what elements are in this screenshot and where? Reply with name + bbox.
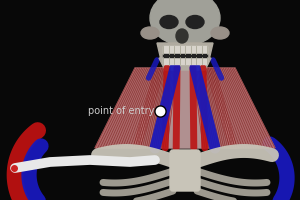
Bar (163, 54, 207, 57)
Ellipse shape (176, 29, 188, 43)
Text: point of entry: point of entry (88, 106, 154, 116)
Bar (163, 57, 207, 64)
Ellipse shape (186, 16, 204, 28)
Polygon shape (193, 68, 237, 148)
Bar (163, 46, 207, 54)
Polygon shape (157, 43, 213, 60)
Polygon shape (159, 58, 211, 70)
Polygon shape (165, 68, 205, 148)
Polygon shape (205, 68, 275, 148)
Polygon shape (95, 68, 165, 148)
Ellipse shape (150, 0, 220, 46)
Ellipse shape (211, 27, 229, 39)
FancyBboxPatch shape (170, 150, 200, 191)
Ellipse shape (141, 27, 159, 39)
Ellipse shape (160, 16, 178, 28)
Polygon shape (133, 68, 177, 148)
